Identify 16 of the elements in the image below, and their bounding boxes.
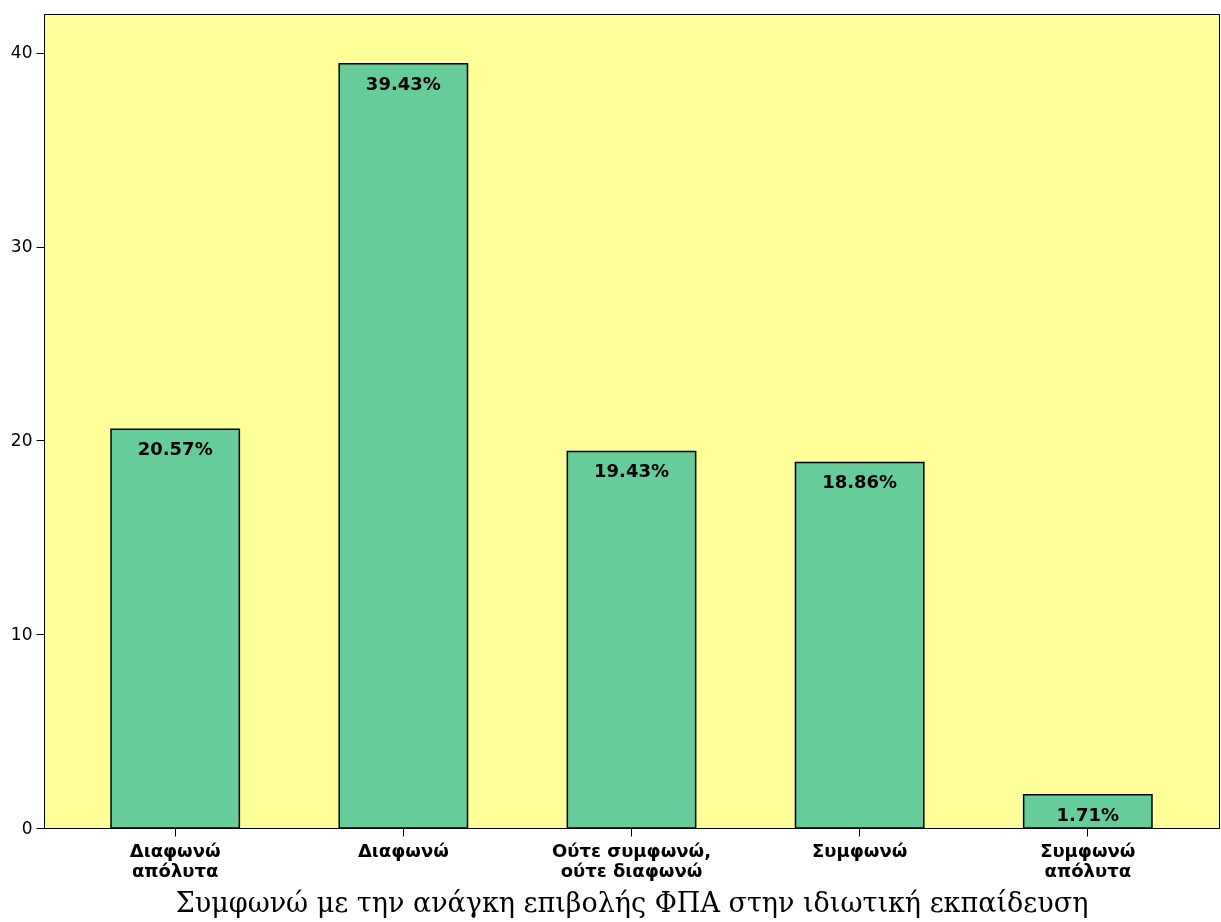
x-axis-title: Συμφωνώ με την ανάγκη επιβολής ΦΠΑ στην ιδιωτική εκπαίδευση (175, 886, 1089, 918)
y-tick-label: 0 (21, 817, 33, 838)
y-tick-label: 40 (10, 42, 33, 63)
x-tick-label: Διαφωνώ (357, 839, 449, 861)
x-tick-label: Ούτε συμφωνώ, ούτε διαφωνώ (551, 839, 712, 881)
data-label: 20.57% (137, 438, 213, 460)
y-tick-label: 30 (10, 236, 33, 257)
y-tick-label: 10 (10, 623, 33, 644)
x-tick-label: Συμφωνώ (811, 839, 908, 861)
data-label: 19.43% (594, 460, 669, 482)
data-label: 18.86% (822, 471, 898, 493)
data-label: 39.43% (365, 72, 441, 94)
x-tick-label: Συμφωνώ απόλυτα (1040, 839, 1136, 881)
x-tick-label: Διαφωνώ απόλυτα (129, 839, 221, 881)
y-tick-label: 20 (10, 429, 33, 450)
data-label: 1.71% (1056, 803, 1120, 825)
